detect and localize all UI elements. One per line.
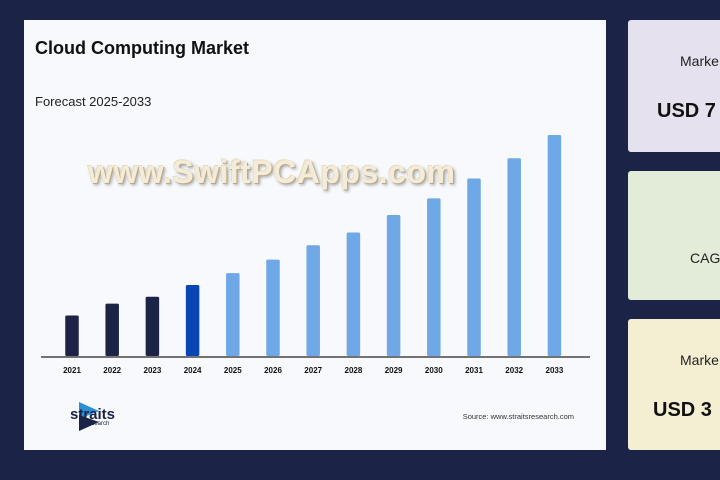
x-tick-label: 2024 — [184, 366, 202, 375]
side-card-label: Marke — [680, 53, 719, 69]
x-tick-label: 2023 — [144, 366, 162, 375]
bar-2029 — [386, 215, 401, 356]
side-card-label: CAG — [690, 250, 720, 266]
source-link[interactable]: Source: www.straitsresearch.com — [462, 412, 574, 421]
bar-2026 — [266, 259, 280, 356]
bar-2021 — [65, 315, 79, 356]
x-tick-label: 2030 — [425, 366, 443, 375]
market-size-card-1: Marke USD 7 — [628, 20, 720, 152]
brand-name: straits — [70, 406, 116, 423]
bar-2032 — [507, 158, 521, 356]
side-card-label: Marke — [680, 352, 719, 368]
x-tick-label: 2027 — [304, 366, 322, 375]
x-tick-label: 2032 — [505, 366, 523, 375]
market-size-card-2: Marke USD 3 — [628, 319, 720, 450]
bar-2031 — [467, 178, 481, 356]
side-card-value: USD 3 — [653, 399, 712, 421]
x-tick-label: 2025 — [224, 366, 242, 375]
bar-2030 — [427, 198, 441, 356]
bar-2028 — [346, 232, 361, 356]
bar-chart: 2021 2022 2023 2024 2025 2026 2027 2028 2029 2030… — [41, 135, 590, 375]
x-tick-label: 2029 — [385, 366, 403, 375]
bar-2023 — [145, 296, 160, 356]
cagr-card: CAG — [628, 171, 720, 300]
chart-title: Cloud Computing Market — [35, 38, 249, 58]
bar-2027 — [306, 245, 320, 356]
bar-2024 — [185, 285, 200, 356]
chart-subtitle: Forecast 2025-2033 — [35, 94, 152, 109]
bar-2025 — [226, 273, 240, 356]
brand-subtitle: research — [86, 421, 110, 427]
x-tick-label: 2021 — [63, 366, 81, 375]
side-card-value: USD 7 — [657, 100, 716, 122]
chart-card: Cloud Computing Market Forecast 2025-203… — [24, 20, 606, 450]
watermark-text: www.SwiftPCApps.com — [88, 154, 456, 190]
x-tick-label: 2026 — [264, 366, 282, 375]
bar-2022 — [105, 303, 119, 356]
bar-2033 — [547, 135, 562, 356]
x-tick-label: 2022 — [103, 366, 121, 375]
x-tick-label: 2031 — [465, 366, 483, 375]
x-tick-label: 2033 — [546, 366, 564, 375]
x-tick-label: 2028 — [345, 366, 363, 375]
straits-logo-icon — [79, 402, 99, 431]
